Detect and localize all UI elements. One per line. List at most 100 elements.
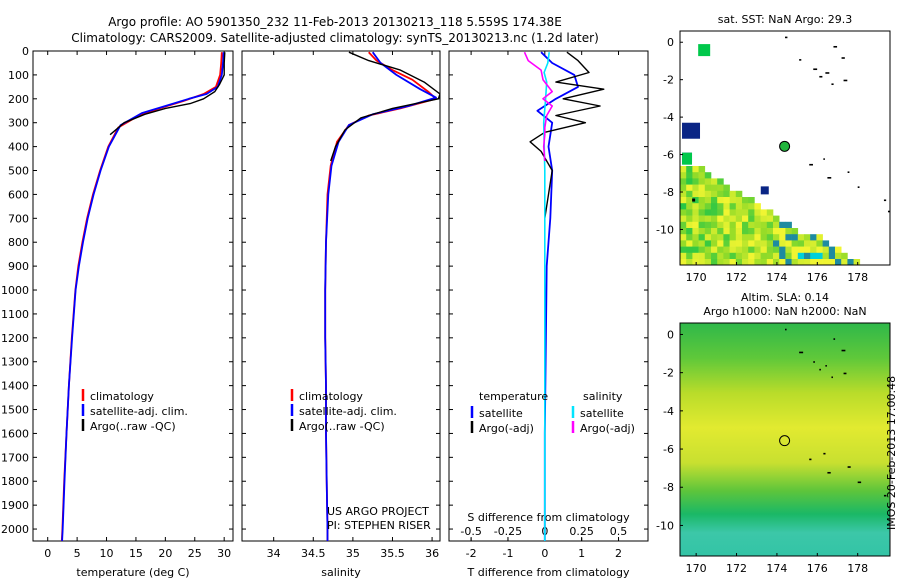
sst-pixel — [760, 228, 768, 235]
sst-pixel — [760, 240, 768, 247]
legend-label-1: satellite-adj. clim. — [90, 405, 188, 418]
sst-pixel — [766, 234, 774, 241]
sst-pixel — [717, 190, 724, 198]
island-speck — [799, 351, 804, 354]
sst-pixel — [754, 209, 761, 216]
island-speck — [887, 210, 890, 213]
island-speck — [809, 458, 812, 461]
map-y-tick-label: -6 — [663, 443, 674, 456]
sst-pixel — [704, 178, 712, 185]
x-tick-label: -2 — [466, 547, 477, 560]
sst-pixel — [754, 240, 761, 247]
sst-pixel — [735, 215, 743, 223]
sst-pixel — [729, 190, 737, 198]
sst-pixel — [680, 178, 687, 185]
sst-pixel — [773, 221, 780, 229]
sst-pixel — [748, 252, 755, 260]
project-annotation: US ARGO PROJECT — [327, 505, 429, 518]
island-speck — [887, 506, 890, 508]
sst-pixel — [729, 246, 737, 254]
island-speck — [847, 466, 851, 468]
sst-pixel — [698, 259, 706, 265]
sst-pixel — [766, 246, 774, 254]
map-field — [680, 323, 890, 556]
y-tick-label: 800 — [8, 236, 29, 249]
x2-axis-label: S difference from climatology — [467, 511, 630, 524]
sst-pixel — [785, 259, 792, 265]
map-x-tick-label: 176 — [807, 271, 828, 284]
map-frame — [679, 322, 891, 557]
island-speck — [827, 471, 831, 474]
sst-pixel — [723, 190, 730, 198]
legend-group-header-1: salinity — [583, 390, 623, 403]
x-axis-label: T difference from climatology — [467, 566, 630, 579]
series-line-2 — [330, 51, 440, 162]
sst-pixel — [828, 246, 836, 254]
sst-pixel — [711, 234, 718, 241]
map-x-tick-label: 170 — [686, 562, 707, 575]
series-line-2 — [109, 52, 226, 136]
sst-pixel — [779, 252, 786, 260]
sst-pixel — [735, 240, 743, 247]
sst-pixel — [698, 228, 706, 235]
sst-pixel — [742, 215, 749, 223]
sst-patch — [760, 186, 769, 195]
sst-map: sat. SST: NaN Argo: 29.3 170 172 174 176 178 0… — [656, 13, 891, 284]
legend-label-0: climatology — [90, 390, 154, 403]
sst-pixel — [692, 184, 699, 192]
sst-pixel — [742, 228, 749, 235]
sst-pixel — [704, 259, 712, 265]
y-tick-label: 600 — [8, 188, 29, 201]
x-axis-label: temperature (deg C) — [76, 566, 189, 579]
sst-pixel — [686, 234, 693, 241]
sst-pixel — [686, 166, 693, 173]
island-speck — [827, 177, 832, 179]
island-speck — [819, 368, 821, 371]
map-x-tick-label: 176 — [807, 562, 828, 575]
sst-pixel — [723, 228, 730, 235]
x2-tick-label: -0.25 — [494, 525, 522, 538]
y-tick-label: 500 — [8, 165, 29, 178]
sst-pixel — [692, 240, 699, 247]
island-speck — [831, 83, 834, 86]
sst-pixel — [723, 252, 730, 260]
sst-pixel — [822, 252, 830, 260]
sst-pixel — [785, 240, 792, 247]
island-speck — [857, 481, 862, 484]
x-tick-label: 1 — [578, 547, 585, 560]
sst-pixel — [686, 197, 693, 204]
sst-pixel — [797, 246, 805, 254]
sst-pixel — [692, 190, 699, 198]
sst-pixel — [692, 203, 699, 210]
sst-pixel — [748, 259, 755, 265]
sst-pixel — [785, 252, 792, 260]
sst-pixel — [779, 221, 786, 229]
island-speck — [841, 349, 846, 352]
x-tick-label: 34 — [267, 547, 281, 560]
island-speck — [833, 45, 838, 48]
sst-pixel — [773, 228, 780, 235]
argo-location-marker — [779, 435, 791, 447]
sst-pixel — [835, 246, 842, 254]
sst-pixel — [754, 259, 761, 265]
island-speck — [843, 372, 847, 375]
sst-pixel — [717, 252, 724, 260]
sst-pixel — [680, 184, 687, 192]
sst-pixel — [779, 246, 786, 254]
map-y-tick-label: -10 — [656, 223, 674, 236]
series-line-3 — [523, 51, 553, 162]
y-tick-label: 2000 — [1, 523, 29, 536]
y-tick-label: 200 — [8, 93, 29, 106]
x-tick-label: 10 — [100, 547, 114, 560]
sst-pixel — [680, 197, 687, 204]
sst-pixel — [766, 221, 774, 229]
y-tick-label: 1700 — [1, 451, 29, 464]
sst-pixel — [717, 228, 724, 235]
x-tick-label: 0 — [541, 547, 548, 560]
sst-pixel — [698, 178, 706, 185]
sst-pixel — [773, 240, 780, 247]
sst-pixel — [779, 228, 786, 235]
map-x-tick-label: 172 — [726, 562, 747, 575]
sst-pixel — [754, 215, 761, 223]
y-tick-label: 0 — [22, 45, 29, 58]
